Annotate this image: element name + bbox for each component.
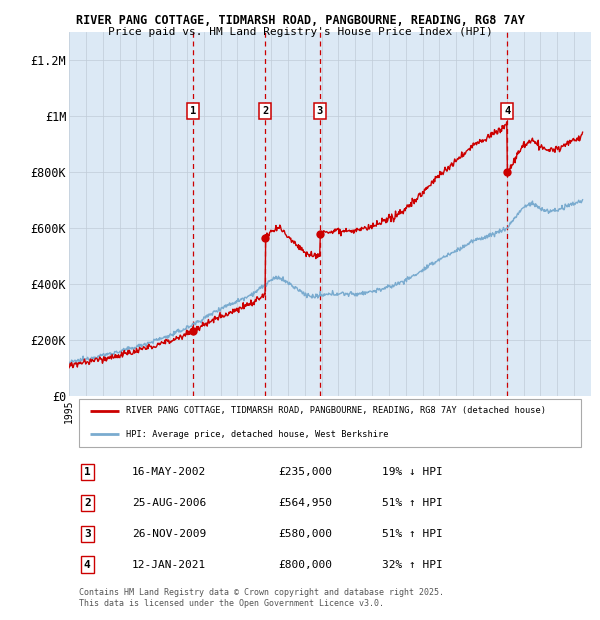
Text: 19% ↓ HPI: 19% ↓ HPI	[382, 467, 443, 477]
Text: 16-MAY-2002: 16-MAY-2002	[131, 467, 206, 477]
Text: 2: 2	[262, 105, 268, 116]
Text: Price paid vs. HM Land Registry's House Price Index (HPI): Price paid vs. HM Land Registry's House …	[107, 27, 493, 37]
Text: 4: 4	[504, 105, 511, 116]
Text: RIVER PANG COTTAGE, TIDMARSH ROAD, PANGBOURNE, READING, RG8 7AY: RIVER PANG COTTAGE, TIDMARSH ROAD, PANGB…	[76, 14, 524, 27]
Text: HPI: Average price, detached house, West Berkshire: HPI: Average price, detached house, West…	[127, 430, 389, 439]
Text: 1: 1	[190, 105, 196, 116]
Text: £580,000: £580,000	[278, 529, 332, 539]
Text: RIVER PANG COTTAGE, TIDMARSH ROAD, PANGBOURNE, READING, RG8 7AY (detached house): RIVER PANG COTTAGE, TIDMARSH ROAD, PANGB…	[127, 406, 547, 415]
Text: £235,000: £235,000	[278, 467, 332, 477]
Text: 3: 3	[84, 529, 91, 539]
Text: 3: 3	[317, 105, 323, 116]
Text: 32% ↑ HPI: 32% ↑ HPI	[382, 560, 443, 570]
Text: 25-AUG-2006: 25-AUG-2006	[131, 498, 206, 508]
Text: 2: 2	[84, 498, 91, 508]
Text: 51% ↑ HPI: 51% ↑ HPI	[382, 498, 443, 508]
Text: £800,000: £800,000	[278, 560, 332, 570]
Text: 1: 1	[84, 467, 91, 477]
Text: 4: 4	[84, 560, 91, 570]
Text: 51% ↑ HPI: 51% ↑ HPI	[382, 529, 443, 539]
Text: £564,950: £564,950	[278, 498, 332, 508]
Text: 12-JAN-2021: 12-JAN-2021	[131, 560, 206, 570]
FancyBboxPatch shape	[79, 399, 581, 447]
Text: 26-NOV-2009: 26-NOV-2009	[131, 529, 206, 539]
Text: Contains HM Land Registry data © Crown copyright and database right 2025.
This d: Contains HM Land Registry data © Crown c…	[79, 588, 445, 608]
